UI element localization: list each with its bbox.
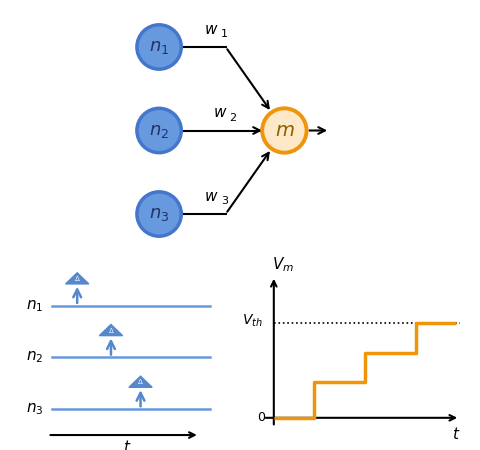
Circle shape bbox=[137, 25, 181, 69]
Text: $n_3$: $n_3$ bbox=[149, 205, 169, 223]
Text: $n_2$: $n_2$ bbox=[149, 122, 169, 140]
Text: Δ: Δ bbox=[75, 276, 80, 282]
Text: w: w bbox=[214, 105, 227, 120]
Text: $V_m$: $V_m$ bbox=[272, 255, 294, 274]
Polygon shape bbox=[66, 273, 89, 284]
Text: $n_2$: $n_2$ bbox=[26, 350, 44, 365]
Circle shape bbox=[262, 108, 307, 153]
Text: t: t bbox=[452, 427, 458, 442]
Text: 0: 0 bbox=[257, 411, 264, 424]
Text: w: w bbox=[205, 189, 217, 203]
Text: w: w bbox=[205, 22, 217, 36]
Text: t: t bbox=[123, 440, 129, 450]
Text: $V_{th}$: $V_{th}$ bbox=[242, 313, 263, 329]
Polygon shape bbox=[99, 324, 122, 336]
Text: 2: 2 bbox=[229, 112, 237, 123]
Text: $n_1$: $n_1$ bbox=[149, 38, 169, 56]
Text: $n_3$: $n_3$ bbox=[26, 401, 44, 417]
Text: $m$: $m$ bbox=[275, 121, 294, 140]
Text: Δ: Δ bbox=[138, 379, 143, 385]
Text: 1: 1 bbox=[221, 29, 228, 39]
Circle shape bbox=[137, 108, 181, 153]
Text: 3: 3 bbox=[221, 196, 228, 206]
Text: Δ: Δ bbox=[108, 328, 113, 333]
Circle shape bbox=[137, 192, 181, 236]
Polygon shape bbox=[129, 376, 152, 387]
Text: $n_1$: $n_1$ bbox=[26, 298, 44, 314]
